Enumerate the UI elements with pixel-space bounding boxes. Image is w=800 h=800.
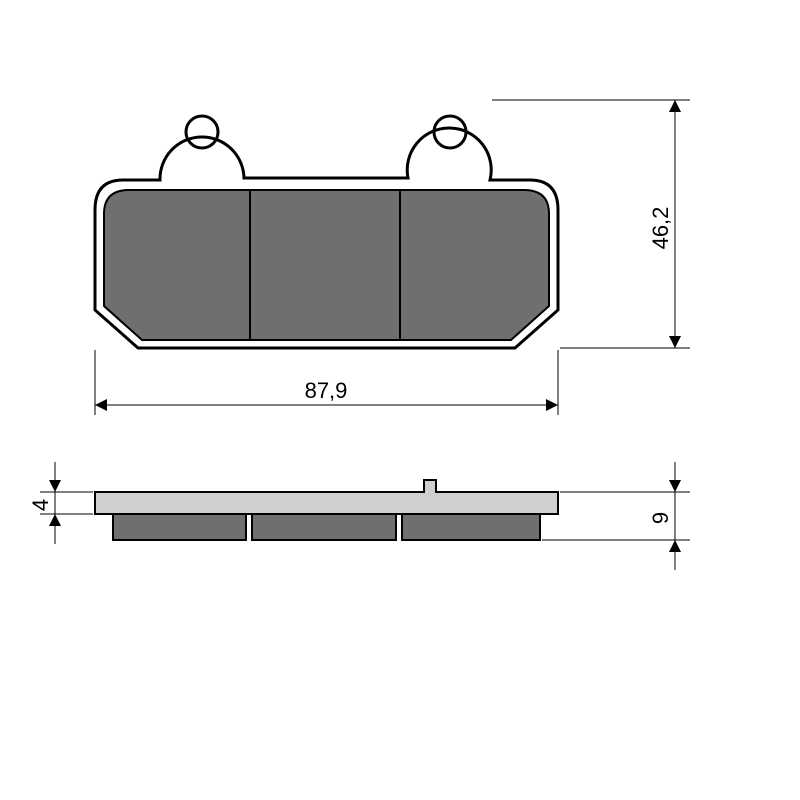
side-pad-segment-2 <box>252 514 396 540</box>
side-backing-plate <box>95 480 558 514</box>
dim-width: 87,9 <box>95 350 558 415</box>
dim-plate-thickness: 4 <box>28 462 93 544</box>
friction-pad <box>104 190 549 340</box>
arrow-up <box>669 100 681 112</box>
arrow-down <box>669 336 681 348</box>
dim-total-label: 9 <box>648 512 673 524</box>
front-view <box>95 116 558 348</box>
dim-plate-label: 4 <box>28 499 53 511</box>
dim-height-label: 46,2 <box>648 207 673 250</box>
technical-drawing: 87,9 46,2 4 9 <box>0 0 800 800</box>
side-pad-segment-1 <box>113 514 246 540</box>
dim-width-label: 87,9 <box>305 378 348 403</box>
dim-total-thickness: 9 <box>542 462 690 570</box>
side-pad-segment-3 <box>402 514 540 540</box>
side-view <box>95 480 558 540</box>
mounting-hole-left <box>186 116 218 148</box>
arrow-right <box>546 399 558 411</box>
arrow-left <box>95 399 107 411</box>
mounting-hole-right <box>434 116 466 148</box>
